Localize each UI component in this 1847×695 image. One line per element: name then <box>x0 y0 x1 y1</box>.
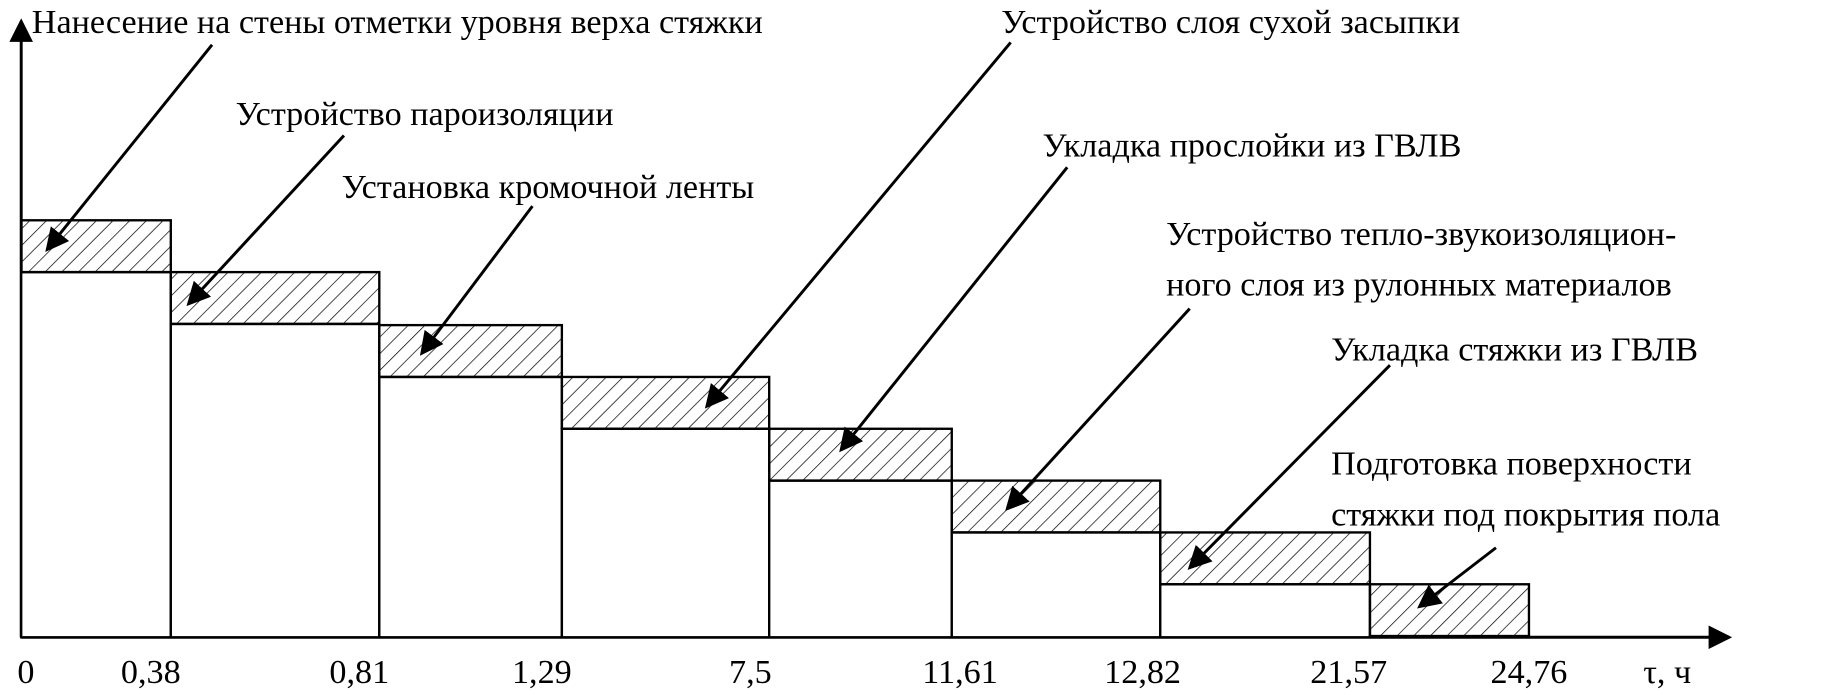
x-tick-label: 1,29 <box>512 654 572 691</box>
task-arrow <box>839 166 1069 453</box>
step-base <box>560 427 771 639</box>
x-tick-label: 7,5 <box>729 654 772 691</box>
x-tick-label: 0,38 <box>121 654 181 691</box>
step-hatch <box>169 270 381 326</box>
task-label: Укладка стяжки из ГВЛВ <box>1331 331 1698 368</box>
x-tick-label: 0,81 <box>329 654 389 691</box>
step-base <box>169 322 381 639</box>
x-tick-label: 11,61 <box>922 654 998 691</box>
task-arrow <box>704 41 1012 409</box>
task-arrow <box>1187 364 1392 570</box>
task-arrow <box>1005 307 1191 512</box>
task-label: Укладка прослойки из ГВЛВ <box>1042 128 1461 165</box>
x-tick-label: 12,82 <box>1104 654 1181 691</box>
task-label: стяжки под покрытия пола <box>1331 496 1720 533</box>
task-arrow <box>419 205 534 356</box>
step-base <box>20 270 172 639</box>
step-hatch <box>768 427 953 482</box>
task-label: Устройство тепло-звукоизоляцион- <box>1166 216 1676 253</box>
task-arrow <box>45 43 214 253</box>
task-label: ного слоя из рулонных материалов <box>1166 267 1672 304</box>
x-tick-label: 21,57 <box>1310 654 1387 691</box>
step-hatch <box>950 479 1162 534</box>
x-tick-label: 24,76 <box>1491 654 1568 691</box>
task-label: Нанесение на стены отметки уровня верха … <box>32 4 763 41</box>
step-hatch <box>20 219 172 274</box>
task-label: Подготовка поверхности <box>1331 446 1692 483</box>
task-arrow <box>186 134 346 307</box>
step-hatch <box>560 375 771 430</box>
step-base <box>768 479 953 639</box>
step-hatch <box>1159 531 1372 586</box>
step-base <box>950 531 1162 639</box>
step-base <box>1159 583 1372 639</box>
task-arrow <box>1417 546 1497 609</box>
axis-unit: τ, ч <box>1643 654 1691 691</box>
step-base <box>378 375 564 639</box>
task-label: Устройство слоя сухой засыпки <box>1001 4 1460 41</box>
x-tick-label: 0 <box>17 654 34 691</box>
step-hatch <box>1368 583 1531 638</box>
task-label: Устройство пароизоляции <box>236 96 614 133</box>
task-label: Установка кромочной ленты <box>342 169 755 206</box>
step-hatch <box>378 323 564 379</box>
